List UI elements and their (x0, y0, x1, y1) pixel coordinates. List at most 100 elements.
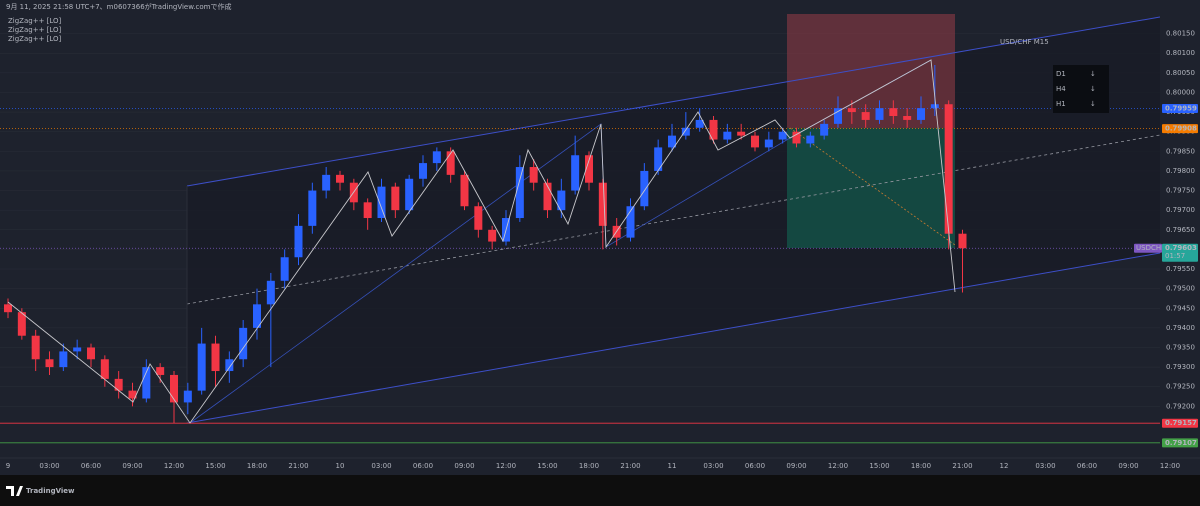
candle-body (723, 131, 732, 140)
x-tick-label: 9 (6, 462, 10, 470)
candle-body (695, 119, 704, 128)
candle-body (557, 190, 566, 211)
candle-body (280, 257, 289, 281)
x-tick-label: 15:00 (205, 462, 225, 470)
x-tick-label: 12 (1000, 462, 1009, 470)
y-tick-label: 0.79500 (1166, 285, 1195, 293)
level-label-bg (1162, 104, 1198, 114)
y-tick-label: 0.79850 (1166, 147, 1195, 155)
candle-body (266, 280, 275, 305)
x-tick-label: 09:00 (1118, 462, 1138, 470)
x-tick-label: 12:00 (1160, 462, 1180, 470)
x-tick-label: 03:00 (1035, 462, 1055, 470)
symbol-tag-bg (1134, 243, 1162, 253)
channel-lower (186, 252, 1161, 424)
x-tick-label: 06:00 (81, 462, 101, 470)
candle-body (903, 116, 912, 120)
candle-body (45, 359, 54, 368)
candle-body (197, 343, 206, 391)
y-tick-label: 0.79200 (1166, 402, 1195, 410)
candle-body (87, 347, 95, 360)
x-tick-label: 09:00 (454, 462, 474, 470)
candle-body (764, 139, 773, 148)
x-tick-label: 18:00 (911, 462, 931, 470)
level-label-bg (1162, 418, 1198, 428)
candle-body (4, 304, 12, 313)
x-tick-label: 11 (668, 462, 677, 470)
target-zone (787, 128, 955, 248)
candle-body (128, 390, 137, 399)
candle-body (488, 229, 497, 242)
caption: 9月 11, 2025 21:58 UTC+7、m0607366がTrading… (6, 2, 232, 11)
x-tick-label: 15:00 (869, 462, 889, 470)
brand: TradingView (26, 487, 75, 495)
x-tick-label: 21:00 (620, 462, 640, 470)
last-price-label: 0.79603 (1165, 244, 1197, 252)
trend-arrow: ↓ (1090, 85, 1096, 93)
candle-body (778, 131, 787, 140)
indicator-label: ZigZag++ [LO] (8, 17, 62, 25)
axes: 0.79200 0.79250 0.79300 0.79350 0.79400 0.794… (0, 29, 1200, 470)
trend-arrow: ↓ (1090, 70, 1096, 78)
candle-body (17, 312, 26, 336)
candle-body (889, 108, 898, 117)
y-tick-label: 0.79400 (1166, 324, 1195, 332)
candle-body (225, 359, 234, 372)
x-tick-label: 10 (336, 462, 345, 470)
x-tick-label: 06:00 (745, 462, 765, 470)
candle-body (654, 147, 663, 171)
y-tick-label: 0.79300 (1166, 363, 1195, 371)
level-label: 0.79959 (1165, 105, 1197, 113)
levels (0, 108, 1160, 444)
logo: TradingView (6, 486, 75, 496)
candle-body (391, 186, 400, 211)
x-tick-label: 18:00 (247, 462, 267, 470)
candle-body (294, 225, 303, 258)
x-tick-label: 12:00 (496, 462, 516, 470)
trend-tf: H1 (1056, 100, 1066, 108)
zigzag (7, 59, 956, 424)
level-label-bg (1162, 124, 1198, 134)
candle-body (944, 104, 953, 234)
indicator-label: ZigZag++ [LO] (8, 26, 62, 34)
y-tick-label: 0.79350 (1166, 343, 1195, 351)
candle-body (142, 367, 151, 399)
candle-body (59, 351, 68, 368)
y-tick-label: 0.79250 (1166, 383, 1195, 391)
y-tick-label: 0.79650 (1166, 226, 1195, 234)
trend-tf: D1 (1056, 70, 1066, 78)
candle-body (751, 135, 759, 148)
candle-body (322, 174, 331, 191)
candle-body (183, 390, 192, 403)
y-tick-label: 0.79450 (1166, 304, 1195, 312)
candle-body (709, 119, 718, 140)
candle-body (446, 151, 455, 175)
indicator-label: ZigZag++ [LO] (8, 35, 62, 43)
x-tick-label: 15:00 (537, 462, 557, 470)
candle-body (585, 155, 593, 183)
candle-body (377, 186, 386, 219)
candle-body (419, 163, 427, 179)
x-tick-label: 18:00 (579, 462, 599, 470)
candle-body (156, 367, 165, 375)
x-tick-label: 12:00 (164, 462, 184, 470)
trend-arrow: ↓ (1090, 100, 1096, 108)
candles (4, 65, 967, 424)
footer-background (0, 475, 1200, 506)
candle-body (432, 151, 441, 164)
candle-body (529, 167, 538, 183)
candle-body (100, 359, 109, 379)
countdown: 01:57 (1165, 252, 1185, 260)
candle-body (737, 131, 746, 136)
candle-body (170, 374, 178, 403)
candle-body (460, 174, 469, 207)
y-tick-label: 0.79750 (1166, 187, 1195, 195)
candle-body (820, 123, 829, 136)
candle-body (930, 104, 939, 109)
x-tick-label: 03:00 (703, 462, 723, 470)
channel-mid (186, 134, 1161, 305)
y-tick-label: 0.80100 (1166, 49, 1195, 57)
x-tick-label: 03:00 (371, 462, 391, 470)
stop-zone (787, 14, 955, 128)
channel-upper (186, 16, 1161, 187)
